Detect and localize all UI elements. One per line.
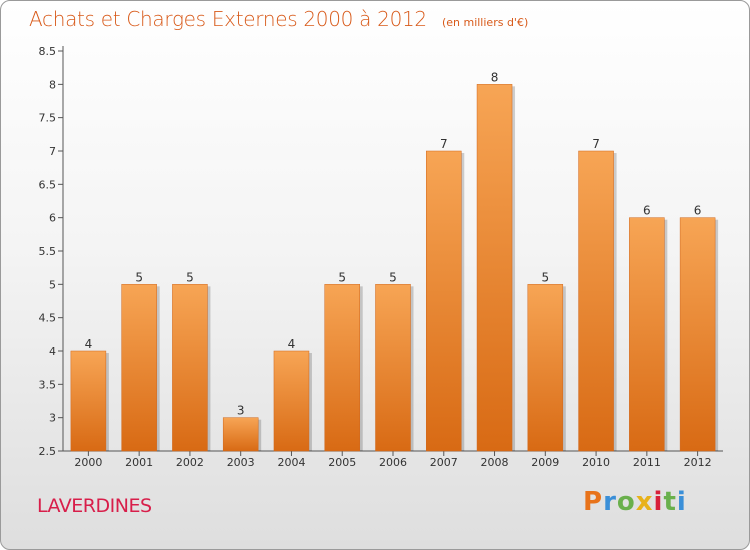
data-label: 4 — [288, 337, 296, 351]
y-tick-label: 8 — [49, 78, 56, 91]
x-tick-label: 2004 — [277, 456, 305, 469]
data-label: 8 — [491, 70, 499, 84]
x-tick-label: 2009 — [531, 456, 559, 469]
x-tick-label: 2005 — [328, 456, 356, 469]
y-tick-label: 7.5 — [39, 112, 57, 125]
bar-2012 — [679, 217, 716, 452]
bar-2001 — [121, 284, 157, 452]
data-label: 7 — [592, 137, 600, 151]
y-tick-label: 2.5 — [39, 445, 57, 458]
x-tick-label: 2000 — [74, 456, 102, 469]
logo-letter: o — [616, 487, 636, 517]
bar-2002 — [172, 284, 208, 452]
bar-2004 — [273, 350, 310, 452]
y-tick-label: 8.5 — [39, 45, 57, 58]
bar-2006 — [375, 284, 411, 452]
chart-subtitle: (en milliers d'€) — [441, 16, 529, 29]
x-tick-label: 2006 — [379, 456, 407, 469]
y-tick-label: 7 — [49, 145, 56, 158]
data-label: 5 — [135, 270, 143, 284]
bar-2005 — [324, 284, 360, 452]
bar-2007 — [426, 150, 462, 452]
commune-name: LAVERDINES — [37, 495, 152, 517]
x-tick-label: 2012 — [684, 456, 712, 469]
x-tick-label: 2002 — [176, 456, 204, 469]
y-tick-label: 5 — [49, 278, 56, 291]
bar-2000 — [70, 350, 107, 452]
data-label: 7 — [440, 137, 448, 151]
data-label: 5 — [186, 270, 194, 284]
data-label: 3 — [237, 404, 245, 418]
y-tick-label: 6.5 — [39, 178, 57, 191]
title-row: Achats et Charges Externes 2000 à 2012 (… — [29, 7, 528, 31]
logo-letter: P — [583, 487, 604, 517]
bar-2010 — [578, 150, 614, 452]
y-tick-label: 5.5 — [39, 245, 57, 258]
x-tick-label: 2007 — [430, 456, 458, 469]
x-tick-label: 2011 — [633, 456, 661, 469]
bar-2003 — [222, 417, 259, 452]
y-tick-label: 4 — [49, 345, 56, 358]
chart-title: Achats et Charges Externes 2000 à 2012 — [29, 7, 427, 31]
x-tick-label: 2003 — [227, 456, 255, 469]
data-label: 5 — [541, 270, 549, 284]
bar-2009 — [527, 284, 564, 452]
logo-letter: i — [676, 487, 687, 517]
logo-letter: i — [653, 487, 664, 517]
x-tick-label: 2001 — [125, 456, 153, 469]
bar-layer — [70, 84, 719, 452]
y-tick-label: 3.5 — [39, 378, 57, 391]
bar-2011 — [629, 217, 665, 452]
logo-letter: r — [603, 487, 617, 517]
x-tick-label: 2010 — [582, 456, 610, 469]
data-label: 6 — [694, 204, 702, 218]
data-label: 4 — [85, 337, 93, 351]
x-tick-label: 2008 — [481, 456, 509, 469]
y-tick-label: 3 — [49, 412, 56, 425]
bar-2008 — [476, 84, 513, 452]
proxiti-logo: Proxiti — [583, 487, 687, 517]
y-tick-label: 4.5 — [39, 312, 57, 325]
data-label: 6 — [643, 204, 651, 218]
data-label: 5 — [389, 270, 397, 284]
label-layer: 4 2000 5 2001 5 2002 3 2003 4 2004 5 2005 5 2006 7 2007… — [74, 70, 711, 469]
data-label: 5 — [338, 270, 346, 284]
logo-letter: t — [663, 487, 677, 517]
logo-letter: x — [635, 487, 654, 517]
y-tick-label: 6 — [49, 212, 56, 225]
